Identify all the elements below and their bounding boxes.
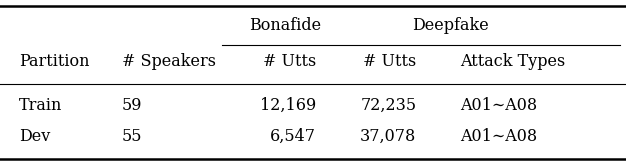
Text: A01∼A08: A01∼A08 xyxy=(460,97,537,114)
Text: # Speakers: # Speakers xyxy=(122,53,216,70)
Text: A01∼A08: A01∼A08 xyxy=(460,128,537,145)
Text: 72,235: 72,235 xyxy=(360,97,416,114)
Text: Partition: Partition xyxy=(19,53,90,70)
Text: 55: 55 xyxy=(122,128,143,145)
Text: Train: Train xyxy=(19,97,62,114)
Text: 6,547: 6,547 xyxy=(270,128,316,145)
Text: Bonafide: Bonafide xyxy=(249,17,321,34)
Text: 37,078: 37,078 xyxy=(360,128,416,145)
Text: Deepfake: Deepfake xyxy=(413,17,489,34)
Text: # Utts: # Utts xyxy=(263,53,316,70)
Text: Dev: Dev xyxy=(19,128,50,145)
Text: Attack Types: Attack Types xyxy=(460,53,565,70)
Text: 12,169: 12,169 xyxy=(260,97,316,114)
Text: # Utts: # Utts xyxy=(363,53,416,70)
Text: 59: 59 xyxy=(122,97,143,114)
